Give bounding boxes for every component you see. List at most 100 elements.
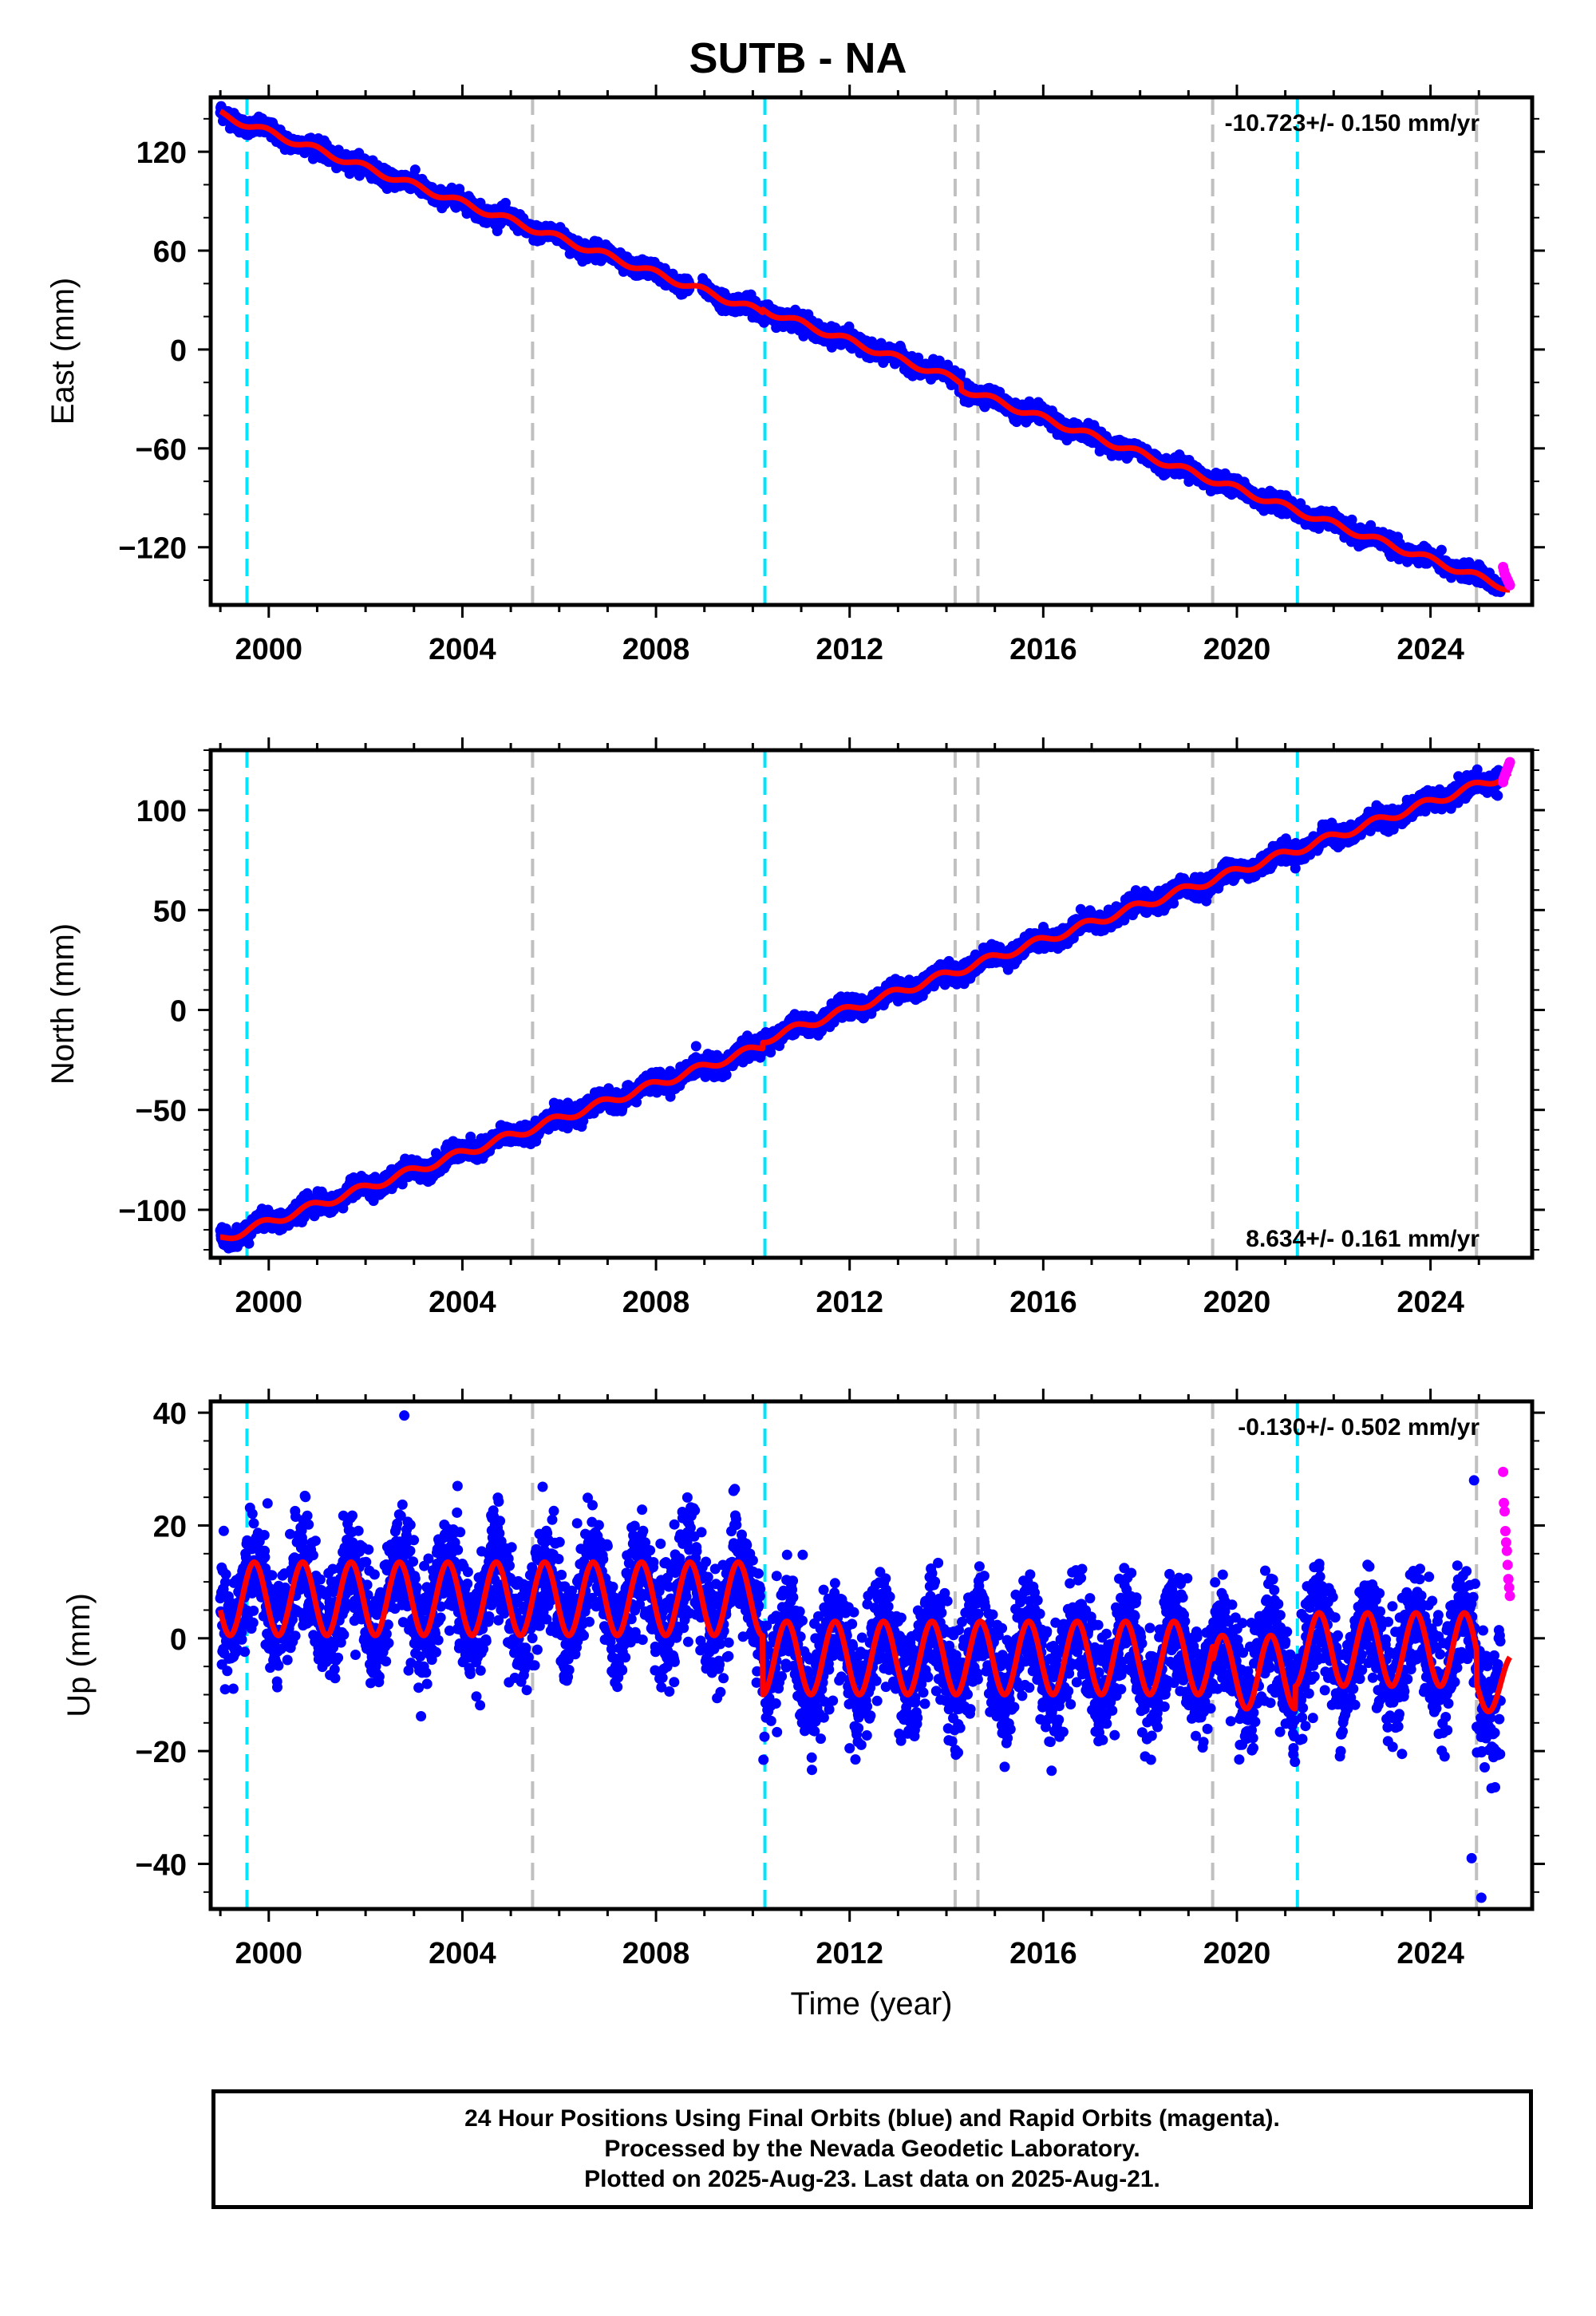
final-orbit-point bbox=[775, 308, 786, 319]
final-orbit-point bbox=[842, 328, 853, 339]
final-orbit-point bbox=[1416, 553, 1427, 564]
final-orbit-point bbox=[1446, 563, 1457, 573]
final-orbit-point bbox=[531, 228, 542, 239]
final-orbit-point bbox=[923, 367, 934, 378]
final-orbit-point bbox=[1185, 470, 1196, 481]
final-orbit-point bbox=[903, 356, 915, 367]
final-orbit-point bbox=[474, 204, 485, 215]
final-orbit-point bbox=[385, 172, 396, 183]
final-orbit-point bbox=[839, 331, 850, 342]
final-orbit-point bbox=[579, 245, 591, 256]
final-orbit-point bbox=[407, 180, 418, 191]
final-orbit-point bbox=[444, 194, 456, 205]
final-orbit-point bbox=[1433, 551, 1444, 562]
final-orbit-point bbox=[849, 330, 860, 341]
final-orbit-point bbox=[569, 242, 580, 253]
final-orbit-point bbox=[251, 118, 263, 129]
final-orbit-point bbox=[1428, 555, 1439, 566]
final-orbit-point bbox=[766, 309, 777, 320]
final-orbit-point bbox=[742, 290, 753, 301]
final-orbit-point bbox=[1318, 517, 1329, 528]
final-orbit-point bbox=[583, 250, 594, 261]
final-orbit-point bbox=[966, 390, 977, 401]
final-orbit-point bbox=[1141, 456, 1152, 467]
final-orbit-point bbox=[1299, 512, 1310, 524]
final-orbit-point bbox=[782, 313, 793, 323]
final-orbit-point bbox=[966, 386, 978, 397]
plot-area bbox=[215, 97, 1515, 605]
final-orbit-point bbox=[609, 255, 620, 266]
final-orbit-point bbox=[363, 160, 374, 171]
final-orbit-point bbox=[726, 294, 737, 305]
final-orbit-point bbox=[924, 365, 935, 376]
final-orbit-point bbox=[1287, 500, 1298, 512]
final-orbit-point bbox=[366, 156, 377, 168]
final-orbit-point bbox=[1441, 559, 1452, 571]
final-orbit-point bbox=[342, 163, 354, 174]
x-tick-label: 2004 bbox=[429, 633, 496, 666]
final-orbit-point bbox=[304, 140, 315, 151]
final-orbit-point bbox=[994, 396, 1005, 407]
final-orbit-point bbox=[1349, 523, 1360, 534]
final-orbit-point bbox=[1148, 453, 1159, 464]
final-orbit-point bbox=[804, 323, 815, 334]
final-orbit-point bbox=[1042, 407, 1053, 418]
final-orbit-point bbox=[437, 189, 448, 200]
final-orbit-point bbox=[1337, 522, 1349, 533]
final-orbit-point bbox=[840, 329, 851, 340]
final-orbit-point bbox=[242, 126, 253, 137]
final-orbit-point bbox=[1088, 420, 1100, 431]
final-orbit-point bbox=[839, 333, 851, 344]
final-orbit-point bbox=[419, 177, 430, 188]
final-orbit-point bbox=[905, 356, 916, 367]
final-orbit-point bbox=[1067, 431, 1078, 441]
final-orbit-point bbox=[296, 142, 307, 153]
final-orbit-point bbox=[369, 161, 380, 172]
final-orbit-point bbox=[1478, 568, 1489, 579]
final-orbit-point bbox=[776, 306, 787, 318]
final-orbit-point bbox=[1118, 437, 1129, 449]
final-orbit-point bbox=[1354, 537, 1365, 548]
final-orbit-point bbox=[614, 259, 626, 270]
model-fit-curve bbox=[218, 109, 1512, 593]
final-orbit-point bbox=[871, 347, 883, 358]
final-orbit-point bbox=[1374, 532, 1385, 543]
final-orbit-point bbox=[1155, 459, 1166, 470]
final-orbit-point bbox=[1383, 535, 1394, 545]
final-orbit-point bbox=[644, 257, 655, 268]
final-orbit-point bbox=[896, 346, 907, 357]
final-orbit-point bbox=[491, 208, 502, 219]
final-orbit-point bbox=[266, 126, 277, 137]
final-orbit-point bbox=[338, 156, 350, 167]
final-orbit-point bbox=[1410, 554, 1421, 565]
final-orbit-point bbox=[768, 316, 780, 326]
final-orbit-point bbox=[1096, 442, 1107, 453]
final-orbit-point bbox=[950, 378, 962, 389]
final-orbit-point bbox=[915, 362, 926, 373]
final-orbit-point bbox=[1125, 447, 1136, 458]
final-orbit-point bbox=[836, 331, 847, 342]
final-orbit-point bbox=[464, 201, 475, 212]
final-orbit-point bbox=[290, 144, 301, 154]
final-orbit-point bbox=[1488, 579, 1499, 590]
final-orbit-point bbox=[1268, 496, 1279, 508]
final-orbit-point bbox=[442, 191, 453, 202]
final-orbit-point bbox=[1309, 514, 1320, 525]
final-orbit-point bbox=[1154, 453, 1165, 464]
final-orbit-point bbox=[524, 219, 535, 230]
final-orbit-point bbox=[267, 122, 279, 133]
final-orbit-point bbox=[1079, 422, 1090, 433]
final-orbit-point bbox=[1250, 492, 1260, 503]
final-orbit-point bbox=[1432, 556, 1443, 567]
final-orbit-point bbox=[911, 359, 922, 370]
final-orbit-point bbox=[782, 307, 793, 318]
final-orbit-point bbox=[914, 362, 925, 373]
final-orbit-point bbox=[1404, 543, 1416, 554]
final-orbit-point bbox=[1267, 488, 1278, 499]
final-orbit-point bbox=[510, 217, 520, 228]
final-orbit-point bbox=[1247, 493, 1258, 504]
final-orbit-point bbox=[1490, 582, 1501, 593]
final-orbit-point bbox=[458, 199, 469, 210]
final-orbit-point bbox=[1451, 567, 1462, 579]
final-orbit-point bbox=[758, 317, 769, 328]
